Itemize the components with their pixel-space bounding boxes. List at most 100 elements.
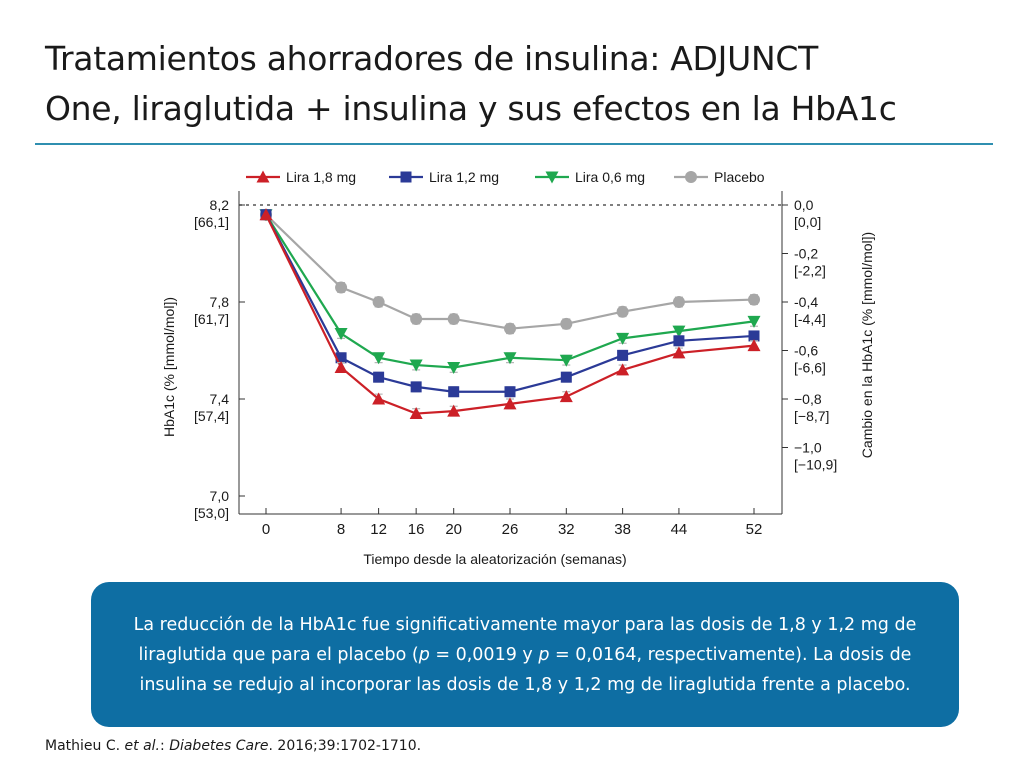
x-tick-label: 0 — [262, 521, 270, 538]
y-right-tick-sublabel: [−8,7] — [794, 408, 829, 424]
data-point — [447, 312, 460, 325]
data-point — [409, 359, 423, 372]
data-point — [410, 381, 422, 393]
legend-label: Lira 0,6 mg — [575, 169, 645, 185]
summary-callout: La reducción de la HbA1c fue significati… — [91, 582, 959, 727]
data-point — [410, 312, 423, 325]
y-right-tick-label: -0,2 — [794, 246, 818, 262]
x-axis-ticks: 0 8 12 16 20 26 32 38 44 52 — [262, 508, 763, 538]
slide-title: Tratamientos ahorradores de insulina: AD… — [45, 34, 1005, 134]
data-point — [560, 371, 572, 383]
data-point — [504, 386, 516, 398]
y-right-tick-label: -0,4 — [794, 294, 818, 310]
x-axis-label: Tiempo desde la aleatorización (semanas) — [363, 551, 626, 567]
data-point — [334, 328, 348, 341]
y-left-tick-label: 7,0 — [210, 488, 230, 504]
legend-marker — [545, 171, 559, 184]
y-axis-left-label: HbA1c (% [mmol/mol]) — [161, 297, 177, 437]
data-point — [559, 354, 573, 367]
legend-marker — [685, 171, 697, 183]
y-left-tick-label: 7,8 — [210, 294, 230, 310]
citation: Mathieu C. et al.: Diabetes Care. 2016;3… — [45, 738, 422, 754]
p-value-label: p — [538, 644, 550, 665]
y-left-tick-sublabel: [57,4] — [194, 408, 229, 424]
hba1c-line-chart: Lira 1,8 mg Lira 1,2 mg Lira 0,6 mg Placebo… — [161, 169, 875, 567]
data-point — [335, 281, 348, 294]
data-point — [616, 305, 629, 318]
data-point — [747, 339, 761, 352]
series-lira-1-2-mg — [260, 209, 760, 398]
series-lira-0-6-mg — [259, 209, 761, 374]
data-point — [447, 404, 461, 417]
data-point — [504, 322, 516, 335]
y-right-tick-label: -0,6 — [794, 343, 818, 359]
data-point — [559, 390, 573, 403]
series-line — [265, 214, 755, 415]
y-right-tick-label: 0,0 — [794, 197, 814, 213]
data-point — [448, 386, 460, 398]
data-point — [617, 349, 629, 361]
data-point — [372, 352, 386, 365]
data-point — [672, 346, 686, 359]
data-point — [335, 352, 347, 364]
journal-name: Diabetes Care — [169, 738, 269, 754]
x-tick-label: 26 — [502, 521, 519, 538]
x-tick-label: 32 — [558, 521, 575, 538]
series-lira-1-8-mg — [259, 208, 761, 420]
data-point — [748, 330, 760, 342]
data-point — [372, 296, 385, 308]
y-left-tick-sublabel: [61,7] — [194, 311, 229, 327]
chart-legend: Lira 1,8 mg Lira 1,2 mg Lira 0,6 mg Placebo — [246, 169, 765, 185]
x-tick-label: 8 — [337, 521, 345, 538]
title-line-2: One, liraglutida + insulina y sus efecto… — [45, 89, 897, 128]
data-point — [673, 335, 685, 347]
x-tick-label: 20 — [445, 521, 462, 538]
data-point — [672, 296, 685, 308]
y-right-tick-sublabel: [-4,4] — [794, 311, 826, 327]
y-right-tick-label: −1,0 — [794, 440, 822, 456]
x-tick-label: 38 — [614, 521, 631, 538]
y-axis-right-label: Cambio en la HbA1c (% [mmol/mol]) — [859, 232, 875, 458]
y-left-tick-label: 8,2 — [210, 197, 230, 213]
series-line — [265, 213, 755, 330]
title-divider — [35, 143, 993, 145]
series-line — [265, 214, 755, 393]
x-tick-label: 44 — [671, 521, 688, 538]
series-line — [265, 214, 755, 369]
data-point — [373, 371, 385, 383]
title-line-1: Tratamientos ahorradores de insulina: AD… — [45, 39, 818, 78]
x-tick-label: 16 — [408, 521, 425, 538]
legend-marker — [256, 170, 270, 183]
legend-label: Lira 1,2 mg — [429, 169, 499, 185]
summary-text: La reducción de la HbA1c fue significati… — [133, 614, 917, 695]
data-point — [672, 325, 686, 338]
y-left-tick-label: 7,4 — [210, 391, 230, 407]
y-axis-right-ticks: 0,0[0,0] -0,2[-2,2] -0,4[-4,4] -0,6[-6,6] −0… — [782, 197, 837, 473]
legend-label: Placebo — [714, 169, 765, 185]
data-point — [409, 407, 423, 420]
data-point — [747, 315, 761, 328]
series-placebo — [260, 208, 760, 335]
data-point — [748, 293, 760, 306]
legend-marker — [400, 171, 412, 183]
x-tick-label: 52 — [746, 521, 763, 538]
y-right-tick-sublabel: [−10,9] — [794, 457, 837, 473]
data-point — [447, 361, 461, 374]
data-point — [334, 360, 348, 373]
data-point — [503, 397, 517, 410]
data-point — [259, 208, 273, 221]
chart-series — [259, 208, 761, 420]
y-left-tick-sublabel: [66,1] — [194, 214, 229, 230]
y-right-tick-sublabel: [0,0] — [794, 214, 821, 230]
p-value-label: p — [418, 644, 430, 665]
y-axis-left-ticks: 8,2[66,1] 7,8[61,7] 7,4[57,4] 7,0[53,0] — [194, 197, 245, 521]
data-point — [372, 392, 386, 405]
y-right-tick-sublabel: [-2,2] — [794, 263, 826, 279]
data-point — [503, 352, 517, 365]
y-right-tick-label: −0,8 — [794, 391, 822, 407]
legend-label: Lira 1,8 mg — [286, 169, 356, 185]
data-point — [616, 363, 630, 376]
x-tick-label: 12 — [370, 521, 387, 538]
data-point — [560, 317, 573, 330]
y-left-tick-sublabel: [53,0] — [194, 505, 229, 521]
